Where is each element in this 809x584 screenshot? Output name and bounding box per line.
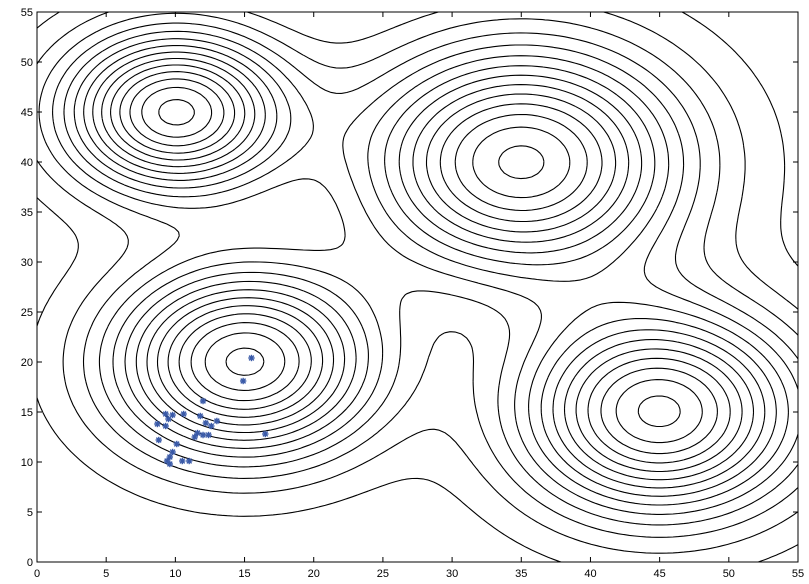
y-tick-label: 55 [21, 7, 33, 19]
x-tick-label: 5 [103, 568, 109, 580]
x-tick-label: 30 [446, 568, 458, 580]
axes-frame [36, 11, 799, 563]
x-tick-label: 55 [792, 568, 804, 580]
contour-line [119, 71, 731, 464]
scatter-point [169, 448, 176, 456]
scatter-point [208, 422, 215, 430]
scatter-point [239, 377, 247, 385]
scatter-point [180, 410, 187, 418]
y-tick-label: 10 [21, 457, 33, 469]
scatter-point [179, 457, 186, 465]
scatter-point [165, 415, 172, 423]
x-tick-label: 45 [654, 568, 666, 580]
y-tick-label: 5 [27, 507, 33, 519]
x-tick-label: 25 [377, 568, 389, 580]
y-tick-label: 25 [21, 307, 33, 319]
x-axis-ticks: 0 5 10 15 20 25 30 35 40 45 50 55 [34, 12, 804, 580]
x-tick-label: 50 [723, 568, 735, 580]
y-axis-ticks: 0 5 10 15 20 25 30 35 40 45 50 55 [21, 7, 798, 569]
contour-line [63, 30, 799, 515]
scatter-point [199, 431, 207, 439]
contour-line [141, 86, 703, 444]
x-tick-label: 0 [34, 568, 40, 580]
scatter-point [166, 453, 174, 461]
x-tick-label: 15 [238, 568, 250, 580]
contour-line [73, 38, 789, 506]
y-tick-label: 40 [21, 157, 33, 169]
contour-line [38, 12, 799, 538]
scatter-point [162, 422, 169, 430]
y-tick-label: 50 [21, 57, 33, 69]
scatter-point [186, 457, 193, 465]
y-tick-label: 20 [21, 357, 33, 369]
scatter-point [166, 460, 174, 468]
scatter-point [262, 430, 269, 438]
scatter-point [169, 411, 176, 419]
contour-line [129, 78, 718, 455]
scatter-point [197, 412, 204, 420]
contour-lines [36, 11, 799, 563]
y-tick-label: 30 [21, 257, 33, 269]
contour-line [36, 11, 799, 563]
scatter-point [205, 431, 212, 439]
scatter-point [213, 417, 221, 425]
y-tick-label: 35 [21, 207, 33, 219]
contour-line [36, 11, 799, 554]
contour-line [158, 99, 681, 428]
contour-line [110, 64, 743, 473]
contour-line [101, 57, 755, 481]
scatter-point [162, 410, 169, 418]
contour-line [83, 44, 777, 497]
x-tick-label: 35 [515, 568, 527, 580]
contour-line [92, 51, 766, 489]
y-tick-label: 0 [27, 557, 33, 569]
scatter-point [202, 419, 210, 427]
scatter-points [154, 354, 269, 468]
y-tick-label: 45 [21, 107, 33, 119]
scatter-point [194, 429, 201, 437]
contour-line [52, 22, 799, 526]
scatter-point [155, 436, 162, 444]
scatter-point [173, 440, 180, 448]
x-tick-label: 20 [308, 568, 320, 580]
y-tick-label: 15 [21, 407, 33, 419]
scatter-point [154, 420, 161, 428]
x-tick-label: 40 [584, 568, 596, 580]
scatter-point [199, 397, 207, 405]
x-tick-label: 10 [169, 568, 181, 580]
scatter-point [191, 433, 198, 441]
scatter-point [248, 354, 255, 362]
